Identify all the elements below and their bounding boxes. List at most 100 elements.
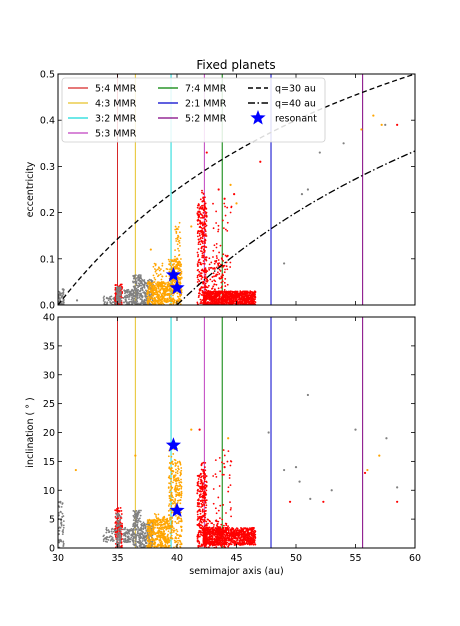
data-point xyxy=(201,482,204,485)
data-point xyxy=(154,298,156,301)
data-point xyxy=(155,538,158,540)
data-point xyxy=(196,537,199,539)
data-point xyxy=(151,293,154,296)
data-point xyxy=(175,537,178,540)
data-point xyxy=(254,296,256,299)
data-point xyxy=(224,214,227,217)
data-point xyxy=(143,299,146,302)
data-point xyxy=(118,544,121,547)
data-point xyxy=(168,482,170,485)
data-point xyxy=(237,298,240,301)
data-point xyxy=(198,273,200,276)
data-point xyxy=(198,234,201,237)
data-point xyxy=(203,513,206,516)
data-point xyxy=(232,302,235,304)
data-point xyxy=(179,534,182,537)
data-point xyxy=(126,532,129,535)
data-point xyxy=(178,221,181,224)
data-point xyxy=(214,292,217,295)
data-point xyxy=(118,296,121,299)
data-point xyxy=(60,292,62,295)
data-point xyxy=(200,213,202,216)
data-point xyxy=(116,508,118,510)
data-point xyxy=(103,534,105,537)
data-point xyxy=(217,294,219,297)
data-point xyxy=(202,232,205,235)
data-point xyxy=(223,290,226,293)
data-point xyxy=(152,525,155,528)
data-point xyxy=(136,519,139,522)
data-point xyxy=(143,533,146,535)
data-point xyxy=(178,520,181,523)
data-point xyxy=(204,510,207,512)
data-point xyxy=(176,267,179,270)
data-point xyxy=(245,300,248,303)
data-point xyxy=(117,515,120,518)
data-point xyxy=(132,292,135,295)
data-point xyxy=(60,519,62,521)
data-point xyxy=(155,515,158,518)
data-point xyxy=(176,518,179,521)
data-point xyxy=(105,531,108,534)
data-point xyxy=(62,526,65,529)
data-point xyxy=(136,541,139,544)
data-point xyxy=(168,497,171,500)
data-point xyxy=(116,533,119,536)
data-point xyxy=(179,502,182,505)
data-point xyxy=(210,295,212,298)
data-point xyxy=(103,537,106,540)
data-point xyxy=(148,292,150,295)
data-point xyxy=(116,291,119,294)
data-point xyxy=(152,521,154,524)
data-point xyxy=(201,252,204,255)
data-point xyxy=(226,298,229,300)
data-point xyxy=(167,533,169,536)
data-point xyxy=(161,523,164,526)
data-point xyxy=(168,518,171,520)
data-point xyxy=(220,299,223,302)
data-point xyxy=(179,474,182,477)
data-point xyxy=(231,301,233,304)
data-point xyxy=(164,525,167,528)
data-point xyxy=(229,291,232,293)
data-point xyxy=(118,510,121,513)
data-point xyxy=(153,512,156,515)
data-point xyxy=(174,459,177,462)
data-point xyxy=(166,542,169,545)
data-point xyxy=(103,295,106,298)
data-point xyxy=(241,294,243,297)
data-point xyxy=(221,219,224,222)
data-point xyxy=(120,283,123,286)
data-point xyxy=(179,461,181,464)
data-point xyxy=(214,296,217,299)
data-point xyxy=(179,499,182,501)
data-point xyxy=(60,524,63,527)
data-point xyxy=(139,529,142,532)
data-point xyxy=(133,513,136,516)
data-point xyxy=(142,535,145,537)
data-point xyxy=(164,283,167,286)
data-point xyxy=(201,269,204,272)
data-point xyxy=(178,241,181,244)
data-point xyxy=(199,250,202,252)
data-point xyxy=(199,288,202,291)
data-point xyxy=(115,531,118,533)
data-point xyxy=(211,287,213,290)
data-point xyxy=(173,479,175,481)
data-point xyxy=(159,296,162,299)
data-point xyxy=(175,260,177,263)
data-point xyxy=(148,285,151,288)
data-point xyxy=(168,285,171,288)
data-point xyxy=(221,280,224,283)
data-point xyxy=(139,294,141,297)
data-point xyxy=(205,504,208,507)
data-point xyxy=(161,262,164,265)
data-point xyxy=(170,505,173,507)
data-point xyxy=(137,282,140,285)
data-point xyxy=(140,541,143,544)
data-point xyxy=(152,533,154,536)
data-point xyxy=(229,261,232,264)
data-point xyxy=(214,280,217,283)
data-point xyxy=(158,523,161,526)
